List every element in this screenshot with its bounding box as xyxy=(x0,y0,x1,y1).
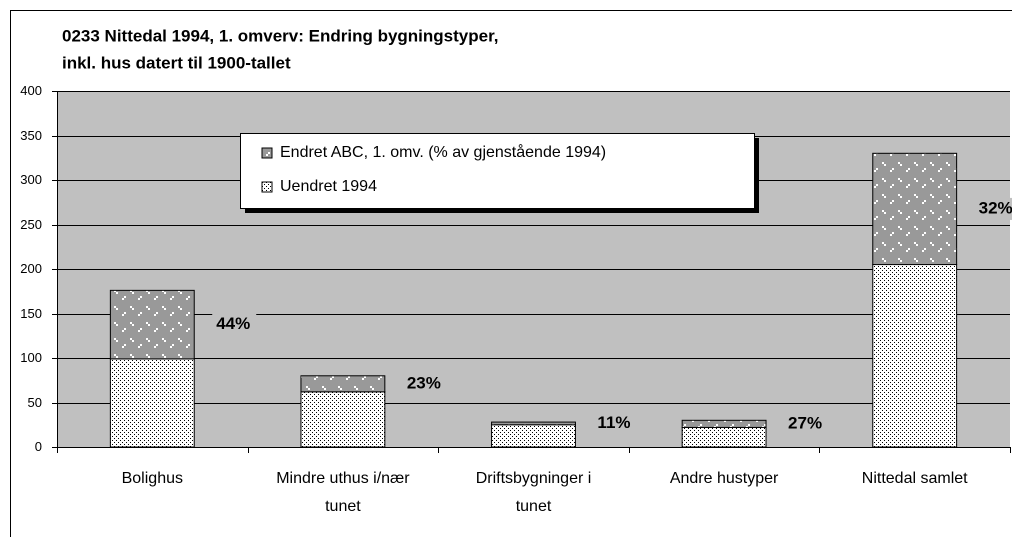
legend-label: Endret ABC, 1. omv. (% av gjenstående 19… xyxy=(280,143,606,161)
annotation: 32% xyxy=(979,198,1012,217)
legend-swatch xyxy=(261,181,273,193)
bar-segment xyxy=(491,421,576,426)
y-tick-label: 200 xyxy=(20,261,42,276)
x-tick-label: Driftsbygninger i xyxy=(476,470,592,487)
annotation-bg xyxy=(402,372,447,395)
bar-segment xyxy=(872,264,958,448)
annotation: 23% xyxy=(407,373,441,392)
legend xyxy=(240,133,755,209)
annotation-bg xyxy=(593,412,638,435)
y-tick-label: 300 xyxy=(20,172,42,187)
y-tick-label: 350 xyxy=(20,128,42,143)
annotation: 44% xyxy=(216,314,250,333)
legend-label: Uendret 1994 xyxy=(280,178,377,195)
bar-segment xyxy=(300,391,386,448)
y-tick-label: 100 xyxy=(20,350,42,365)
y-tick-label: 50 xyxy=(28,395,42,410)
x-tick-label: Andre hustyper xyxy=(670,470,779,487)
y-tick-label: 0 xyxy=(35,439,42,454)
bar-segment xyxy=(872,152,958,266)
chart-title: inkl. hus datert til 1900-tallet xyxy=(62,53,291,72)
annotation-bg xyxy=(212,313,257,336)
bar-segment xyxy=(109,289,195,360)
y-tick-label: 250 xyxy=(20,217,42,232)
annotation-bg xyxy=(974,197,1012,220)
x-tick-label: Mindre uthus i/nær xyxy=(276,470,410,487)
y-tick-label: 150 xyxy=(20,306,42,321)
annotation: 11% xyxy=(597,413,630,432)
y-tick-label: 400 xyxy=(20,83,42,98)
bar-segment xyxy=(681,426,767,448)
bar-segment xyxy=(300,375,386,393)
bar-segment xyxy=(109,358,195,448)
chart-title: 0233 Nittedal 1994, 1. omverv: Endring b… xyxy=(62,26,498,45)
legend-swatch xyxy=(261,147,273,159)
x-tick-label: tunet xyxy=(516,498,552,515)
x-tick-label: Nittedal samlet xyxy=(862,470,968,487)
bar-segment xyxy=(681,419,767,428)
bar-segment xyxy=(491,424,576,448)
x-tick-label: Bolighus xyxy=(122,470,183,487)
annotation-bg xyxy=(784,412,829,435)
annotation: 27% xyxy=(788,413,822,432)
x-tick-label: tunet xyxy=(325,498,361,515)
